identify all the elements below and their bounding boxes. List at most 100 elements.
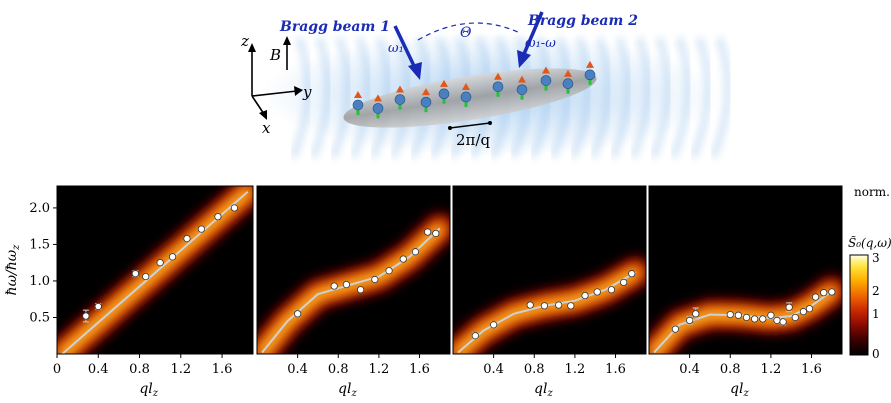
data-point [357, 286, 365, 294]
colorbar-tick-3: 3 [872, 251, 880, 265]
data-point [471, 332, 479, 340]
x-tick-label: 1.6 [605, 362, 626, 377]
atom [460, 82, 472, 107]
data-point [692, 307, 700, 321]
x-axis-label: qlz [534, 381, 553, 399]
data-point [399, 255, 407, 263]
omega1-label: ω₁ [388, 41, 404, 56]
data-point [791, 313, 799, 322]
x-tick-label: 0.4 [287, 362, 308, 377]
colorbar-tick-1: 1 [872, 307, 880, 321]
data-point [773, 316, 781, 324]
panel-frame [648, 185, 843, 355]
data-point [607, 286, 616, 294]
x-tick-label: 0.4 [483, 362, 504, 377]
data-point [671, 325, 680, 333]
data-point [767, 311, 775, 319]
axis-y-label: y [302, 83, 312, 101]
wave-stripe [651, 37, 671, 158]
atom [420, 88, 432, 113]
colorbar: norm. S̃₀(q,ω) 3 2 1 0 [848, 185, 891, 361]
data-point [131, 270, 139, 278]
data-point [183, 234, 191, 243]
x-tick-label: 1.6 [212, 362, 233, 377]
data-point [371, 275, 379, 284]
y-axis-label: ħω/ħωz [4, 244, 22, 296]
y-tick-label: 1.5 [29, 237, 50, 252]
wavelength-label: 2π/q [456, 131, 490, 149]
atom [516, 75, 528, 100]
y-tick-label: 0.5 [29, 310, 50, 325]
data-point [734, 311, 742, 319]
panel-4: 0.4 0.8 1.2 1.6 qlz [648, 185, 843, 399]
data-point [526, 301, 534, 309]
data-point [432, 229, 440, 238]
axis-x-label: x [262, 119, 271, 137]
data-point [567, 302, 575, 310]
data-point [581, 291, 589, 300]
x-axis-label: qlz [139, 381, 158, 399]
data-point [593, 288, 601, 296]
data-point [555, 301, 563, 309]
atom [492, 72, 504, 97]
data-point [759, 315, 767, 323]
atom [584, 60, 596, 85]
panel-3: 0.4 0.8 1.2 1.6 qlz [452, 185, 647, 399]
schematic: z y x B Bragg beam 1 Bragg beam 2 ω₁ ω₁-… [240, 11, 731, 158]
x-tick-label: 0.8 [328, 362, 349, 377]
coordinate-axes [248, 36, 303, 120]
wave-stripe [331, 37, 351, 158]
wave-stripe [711, 37, 731, 158]
panel-frame [256, 185, 451, 355]
data-point [424, 228, 432, 236]
colorbar-title: norm. [854, 185, 890, 199]
atom-cloud [343, 60, 597, 128]
x-tick-label: 0.4 [88, 362, 109, 377]
y-tick-label: 1.0 [29, 274, 50, 289]
x-tick-label: 1.6 [409, 362, 430, 377]
colorbar-tick-0: 0 [872, 347, 880, 361]
axis-z-label: z [240, 32, 249, 50]
x-tick-label: 1.2 [369, 362, 390, 377]
panel-frame [56, 185, 254, 355]
data-point [686, 316, 694, 325]
data-point [214, 213, 222, 221]
dispersion-panels: 0 0.4 0.8 1.2 1.6 qlz 0.5 1.0 1.5 2.0 0.4 0.8 1.2 1.6… [29, 185, 843, 399]
data-point [540, 302, 549, 310]
data-point [94, 302, 102, 311]
atom [352, 91, 364, 115]
wave-stripe [631, 37, 651, 158]
data-point [230, 204, 239, 212]
x-axis-label: qlz [730, 381, 749, 399]
colorbar-tick-2: 2 [872, 284, 880, 298]
x-tick-label: 0 [53, 362, 61, 377]
data-point [751, 315, 759, 323]
atom [540, 66, 552, 91]
atom [394, 85, 406, 110]
panel-1: 0 0.4 0.8 1.2 1.6 qlz 0.5 1.0 1.5 2.0 [29, 185, 254, 399]
data-point [490, 321, 498, 329]
x-tick-label: 0.8 [720, 362, 741, 377]
data-point [799, 308, 808, 316]
x-tick-label: 1.2 [170, 362, 191, 377]
wave-stripe [671, 37, 691, 158]
data-point [805, 305, 814, 313]
y-tick-label: 2.0 [29, 201, 50, 216]
data-point [294, 310, 302, 318]
x-tick-label: 0.4 [679, 362, 700, 377]
atom-chain [352, 60, 596, 119]
data-point [785, 302, 793, 313]
data-point [385, 267, 393, 275]
bragg-beam-2-arrow [517, 11, 544, 68]
theta-label: Θ [460, 25, 472, 41]
wave-stripe [611, 37, 631, 158]
wave-stripe [571, 37, 591, 158]
data-point [411, 248, 420, 256]
wave-stripe [311, 37, 331, 158]
x-tick-label: 1.2 [565, 362, 586, 377]
data-point [82, 309, 90, 323]
wave-stripe [351, 37, 371, 158]
data-point [156, 259, 164, 267]
x-tick-label: 1.2 [761, 362, 782, 377]
field-b-label: B [269, 46, 281, 64]
